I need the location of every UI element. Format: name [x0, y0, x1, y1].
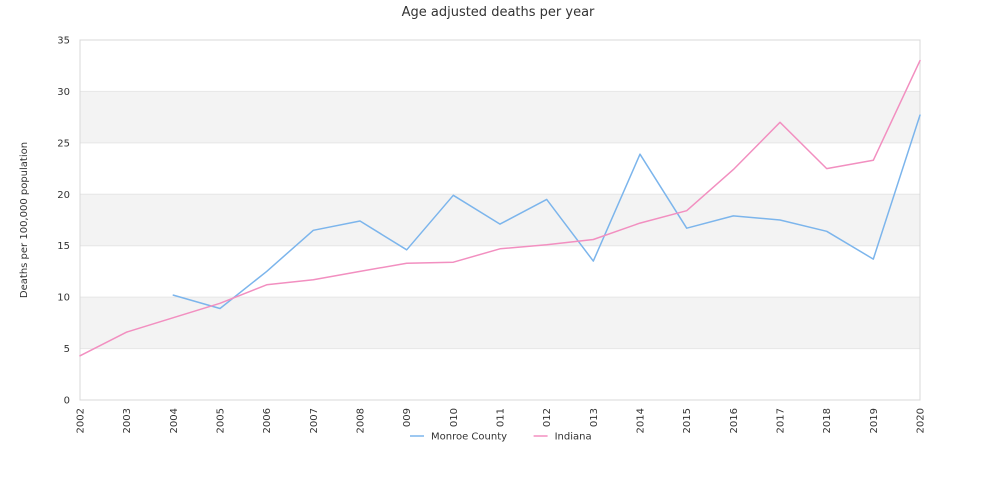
- x-tick-label: 2007: [309, 408, 320, 433]
- x-tick-label: 2009: [402, 408, 413, 433]
- legend-background: [400, 428, 600, 444]
- x-axis-ticks: 2002 2003 2004 2005 2006 2007 2008 2009 2010 2011…: [76, 408, 927, 433]
- x-tick-label: 2011: [496, 408, 507, 433]
- y-tick-label: 30: [57, 87, 70, 98]
- x-tick-label: 2012: [542, 408, 553, 433]
- series-lines: [79, 59, 921, 357]
- y-axis-ticks: 0 5 10 15 20 25 30 35: [57, 36, 70, 407]
- plot-border: [79, 39, 921, 401]
- x-tick-label: 2018: [822, 408, 833, 433]
- x-tick-label: 2005: [216, 408, 227, 433]
- x-tick-label: 2003: [122, 408, 133, 433]
- plot-band: [80, 91, 920, 143]
- x-tick-label: 2004: [169, 408, 180, 433]
- y-tick-label: 5: [64, 344, 70, 355]
- x-tick-label: 2008: [356, 408, 367, 433]
- x-tick-label: 2002: [76, 408, 87, 433]
- series-line-indiana: [79, 59, 921, 357]
- x-tick-label: 2016: [729, 408, 740, 433]
- x-tick-label: 2017: [776, 408, 787, 433]
- y-tick-label: 15: [57, 241, 70, 252]
- x-tick-label: 2015: [682, 408, 693, 433]
- legend-label[interactable]: Indiana: [555, 432, 592, 443]
- plot-band: [80, 297, 920, 349]
- y-axis-label: Deaths per 100,000 population: [19, 142, 30, 298]
- y-tick-label: 10: [57, 293, 70, 304]
- x-tick-label: 2006: [262, 408, 273, 433]
- x-tick-label: 2019: [869, 408, 880, 433]
- plot-bands: [80, 91, 920, 349]
- series-line-monroe-county: [172, 114, 921, 310]
- chart-title: Age adjusted deaths per year: [402, 5, 595, 20]
- y-tick-label: 0: [64, 396, 70, 407]
- x-tick-label: 2013: [589, 408, 600, 433]
- y-tick-label: 25: [57, 138, 70, 149]
- y-tick-label: 35: [57, 36, 70, 47]
- x-tick-label: 2014: [636, 408, 647, 433]
- plot-band: [80, 194, 920, 246]
- x-tick-label: 2010: [449, 408, 460, 433]
- y-tick-label: 20: [57, 190, 70, 201]
- x-tick-label: 2020: [916, 408, 927, 433]
- legend: Monroe County Indiana: [400, 428, 600, 444]
- legend-label[interactable]: Monroe County: [431, 432, 507, 443]
